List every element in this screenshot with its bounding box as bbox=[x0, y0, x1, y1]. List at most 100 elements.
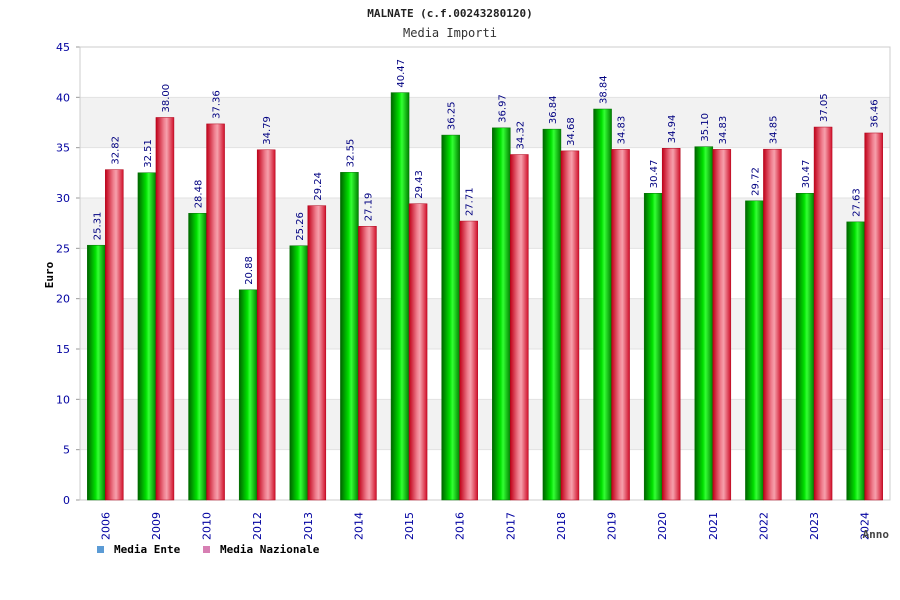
bar-media-nazionale bbox=[763, 148, 782, 501]
data-label: 35.10 bbox=[700, 113, 711, 142]
bar-media-ente bbox=[593, 108, 612, 501]
bar-media-ente bbox=[795, 193, 815, 501]
data-label: 36.97 bbox=[497, 94, 508, 123]
bar-media-nazionale bbox=[661, 148, 681, 501]
legend-label-media-nazionale: Media Nazionale bbox=[220, 543, 320, 556]
bar-media-nazionale bbox=[560, 150, 580, 501]
data-label: 34.32 bbox=[515, 121, 526, 150]
y-tick-label: 40 bbox=[56, 91, 70, 104]
data-label: 38.00 bbox=[161, 84, 172, 113]
bar-media-nazionale bbox=[864, 132, 883, 501]
data-label: 30.47 bbox=[649, 160, 660, 189]
data-label: 37.05 bbox=[819, 93, 830, 122]
bar-media-nazionale bbox=[155, 117, 175, 501]
x-tick-label: 2018 bbox=[555, 512, 568, 540]
legend-label-media-ente: Media Ente bbox=[114, 543, 181, 556]
bar-media-nazionale bbox=[256, 149, 276, 501]
bar-media-nazionale bbox=[408, 203, 428, 501]
bar-media-nazionale bbox=[712, 149, 732, 501]
bar-media-nazionale bbox=[105, 169, 124, 501]
legend-swatch-media-nazionale bbox=[203, 546, 210, 553]
bar-media-nazionale bbox=[611, 149, 630, 501]
y-tick-label: 15 bbox=[56, 343, 70, 356]
data-label: 27.71 bbox=[465, 187, 476, 216]
data-label: 34.68 bbox=[566, 117, 577, 146]
bar-media-ente bbox=[846, 221, 865, 501]
legend-swatch-media-ente bbox=[97, 546, 104, 553]
data-label: 36.46 bbox=[870, 99, 881, 128]
bar-media-nazionale bbox=[307, 205, 327, 501]
bar-media-ente bbox=[137, 172, 157, 501]
bar-media-ente bbox=[492, 127, 511, 501]
x-tick-label: 2015 bbox=[403, 512, 416, 540]
data-label: 25.31 bbox=[92, 212, 103, 241]
data-label: 32.82 bbox=[110, 136, 121, 165]
bar-media-ente bbox=[441, 134, 460, 501]
bar-media-ente bbox=[87, 244, 106, 501]
x-tick-label: 2013 bbox=[302, 512, 315, 540]
data-label: 34.85 bbox=[768, 116, 779, 145]
chart-subtitle: Media Importi bbox=[403, 26, 497, 40]
x-tick-label: 2014 bbox=[352, 512, 365, 540]
y-tick-label: 20 bbox=[56, 293, 70, 306]
data-label: 27.63 bbox=[852, 188, 863, 217]
data-label: 28.48 bbox=[194, 180, 205, 209]
data-label: 20.88 bbox=[244, 256, 255, 285]
bar-media-ente bbox=[289, 245, 309, 501]
y-axis-label: Euro bbox=[43, 261, 56, 288]
x-tick-label: 2017 bbox=[504, 512, 517, 540]
x-tick-label: 2020 bbox=[656, 512, 669, 540]
y-tick-label: 0 bbox=[63, 494, 70, 507]
data-label: 40.47 bbox=[396, 59, 407, 88]
bar-media-nazionale bbox=[358, 226, 377, 501]
bar-media-ente bbox=[745, 200, 764, 501]
x-tick-label: 2024 bbox=[859, 512, 872, 540]
bar-media-ente bbox=[340, 172, 359, 501]
x-tick-label: 2016 bbox=[454, 512, 467, 540]
x-tick-label: 2023 bbox=[808, 512, 821, 540]
y-tick-label: 30 bbox=[56, 192, 70, 205]
x-tick-label: 2022 bbox=[757, 512, 770, 540]
data-label: 36.84 bbox=[548, 96, 559, 125]
bar-media-ente bbox=[643, 193, 663, 501]
legend: Media Ente Media Nazionale bbox=[97, 543, 320, 556]
data-label: 25.26 bbox=[295, 212, 306, 241]
chart-title: MALNATE (c.f.00243280120) bbox=[367, 7, 533, 20]
bar-media-ente bbox=[238, 289, 258, 501]
plot-area: 0 5 10 15 20 25 30 35 40 45 25.31 32.82 2006 32.51 38.… bbox=[56, 41, 891, 540]
data-label: 30.47 bbox=[801, 160, 812, 189]
data-label: 29.72 bbox=[750, 167, 761, 196]
x-tick-label: 2012 bbox=[251, 512, 264, 540]
x-axis-label: Anno bbox=[863, 528, 890, 541]
bar-media-nazionale bbox=[206, 123, 225, 501]
data-label: 38.84 bbox=[599, 75, 610, 104]
data-label: 29.43 bbox=[414, 170, 425, 199]
data-label: 36.25 bbox=[447, 101, 458, 130]
y-tick-label: 25 bbox=[56, 242, 70, 255]
x-tick-label: 2019 bbox=[606, 512, 619, 540]
y-tick-label: 35 bbox=[56, 142, 70, 155]
data-label: 37.36 bbox=[212, 90, 223, 119]
bar-media-nazionale bbox=[459, 220, 478, 501]
data-label: 34.79 bbox=[262, 116, 273, 145]
x-tick-label: 2006 bbox=[99, 512, 112, 540]
x-tick-label: 2021 bbox=[707, 512, 720, 540]
plot-frame bbox=[79, 46, 891, 501]
data-label: 32.51 bbox=[143, 139, 154, 168]
data-label: 29.24 bbox=[313, 172, 324, 201]
bar-media-ente bbox=[188, 213, 207, 501]
y-tick-label: 45 bbox=[56, 41, 70, 54]
data-label: 27.19 bbox=[363, 193, 374, 222]
y-tick-label: 10 bbox=[56, 393, 70, 406]
data-label: 34.83 bbox=[617, 116, 628, 145]
bar-media-ente bbox=[542, 128, 562, 501]
bar-media-ente bbox=[390, 92, 410, 501]
y-tick-label: 5 bbox=[63, 444, 70, 457]
x-tick-label: 2010 bbox=[201, 512, 214, 540]
bar-media-ente bbox=[694, 146, 714, 501]
x-tick-label: 2009 bbox=[150, 512, 163, 540]
data-label: 32.55 bbox=[345, 139, 356, 168]
bar-media-nazionale bbox=[510, 154, 529, 501]
data-label: 34.83 bbox=[718, 116, 729, 145]
